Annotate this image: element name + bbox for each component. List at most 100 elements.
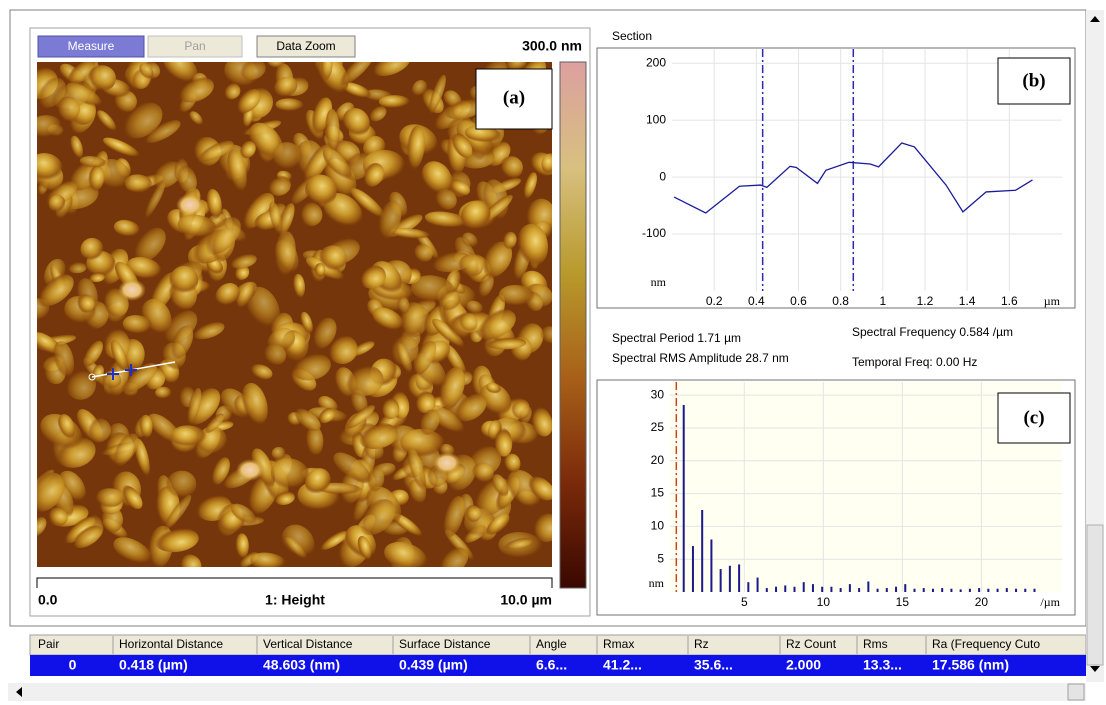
bar: [720, 569, 722, 592]
panel-label: (c): [1023, 407, 1044, 428]
x-tick-label: 1.4: [959, 294, 976, 308]
results-table: Pair Horizontal Distance Vertical Distance…: [30, 635, 1086, 676]
x-tick-label: 10: [817, 595, 831, 609]
x-tick-label: 1: [879, 294, 886, 308]
page: { "toolbar": {"buttons": ["Measure", "Pa…: [0, 0, 1106, 705]
image-grain: [139, 415, 153, 439]
y-tick-label: 200: [646, 55, 666, 69]
image-highlight: [118, 279, 146, 301]
bar: [757, 578, 759, 592]
bar: [932, 589, 934, 592]
scale-max: 300.0 nm: [522, 38, 582, 54]
image-highlight: [176, 194, 204, 216]
bar: [849, 584, 851, 592]
bar: [987, 589, 989, 592]
image-highlight: [236, 459, 264, 481]
window: Measure Pan Data Zoom 300.0 nm (a) 0.0 1…: [0, 0, 1106, 705]
scroll-thumb[interactable]: [1087, 525, 1103, 665]
bar: [877, 589, 879, 592]
bar: [978, 588, 980, 592]
bar: [775, 587, 777, 592]
bar: [766, 588, 768, 592]
horizontal-scrollbar[interactable]: [8, 683, 1086, 701]
table-cell: 6.6...: [536, 657, 567, 673]
bar: [803, 582, 805, 592]
table-cell: 0: [69, 657, 77, 673]
y-tick-label: 15: [651, 486, 665, 500]
table-cell: 48.603 (nm): [263, 657, 340, 673]
bar: [830, 587, 832, 592]
x-tick-label: 1.2: [917, 294, 934, 308]
column-header: Pair: [38, 637, 59, 651]
bar: [793, 587, 795, 592]
bar: [858, 588, 860, 592]
x-unit: /µm: [1040, 595, 1060, 609]
section-title: Section: [612, 29, 652, 43]
scroll-button[interactable]: [1068, 684, 1084, 700]
x-tick-label: 15: [896, 595, 910, 609]
table-cell: 35.6...: [694, 657, 733, 673]
column-header: Surface Distance: [399, 637, 491, 651]
button-label: Measure: [68, 39, 115, 53]
spectral-info: Spectral Period 1.71 µm: [612, 331, 741, 345]
column-header: Angle: [536, 637, 567, 651]
x-tick-label: 5: [741, 595, 748, 609]
bar: [941, 588, 943, 592]
table-cell: 41.2...: [603, 657, 642, 673]
x-tick-label: 0.4: [748, 294, 765, 308]
table-cell: 13.3...: [863, 657, 902, 673]
bar: [867, 582, 869, 593]
bar: [1015, 589, 1017, 592]
y-tick-label: 0: [659, 169, 666, 183]
column-header: Rz Count: [786, 637, 837, 651]
bar: [710, 540, 712, 593]
table-cell: 17.586 (nm): [932, 657, 1009, 673]
y-tick-label: 100: [646, 112, 666, 126]
column-header: Rmax: [603, 637, 634, 651]
x-tick-label: 20: [975, 595, 989, 609]
spectral-info: Spectral Frequency 0.584 /µm: [852, 325, 1013, 339]
bar: [960, 589, 962, 592]
y-tick-label: 30: [651, 387, 665, 401]
bar: [840, 588, 842, 592]
bar: [969, 589, 971, 592]
y-unit: nm: [651, 275, 667, 289]
scale-start: 0.0: [38, 592, 58, 608]
column-header: Vertical Distance: [263, 637, 353, 651]
bar: [738, 564, 740, 592]
bar: [997, 589, 999, 592]
bar: [1024, 589, 1026, 592]
button-label: Pan: [184, 39, 205, 53]
y-tick-label: 5: [657, 551, 664, 565]
column-header: Ra (Frequency Cuto: [932, 637, 1040, 651]
bar: [886, 588, 888, 592]
x-unit: µm: [1044, 294, 1061, 308]
bar: [1006, 588, 1008, 592]
bar: [692, 546, 694, 592]
column-header: Horizontal Distance: [119, 637, 223, 651]
table-cell: 0.418 (µm): [119, 657, 188, 673]
x-tick-label: 0.2: [706, 294, 723, 308]
y-tick-label: 20: [651, 453, 665, 467]
bar: [821, 587, 823, 592]
button-label: Data Zoom: [276, 39, 335, 53]
y-tick-label: 25: [651, 420, 665, 434]
bar: [701, 510, 703, 592]
channel-label: 1: Height: [265, 592, 325, 608]
bar: [913, 589, 915, 592]
column-header: Rms: [863, 637, 888, 651]
x-tick-label: 1.6: [1001, 294, 1018, 308]
table-cell: 2.000: [786, 657, 821, 673]
scale-end: 10.0 µm: [500, 592, 552, 608]
bar: [1033, 589, 1035, 592]
bar: [683, 405, 685, 592]
bar: [895, 587, 897, 592]
x-tick-label: 0.6: [790, 294, 807, 308]
x-tick-label: 0.8: [832, 294, 849, 308]
bar: [904, 584, 906, 592]
y-tick-label: -100: [642, 226, 666, 240]
bar: [784, 585, 786, 592]
panel-label: (b): [1022, 70, 1045, 91]
bar: [812, 584, 814, 592]
bar: [729, 566, 731, 592]
